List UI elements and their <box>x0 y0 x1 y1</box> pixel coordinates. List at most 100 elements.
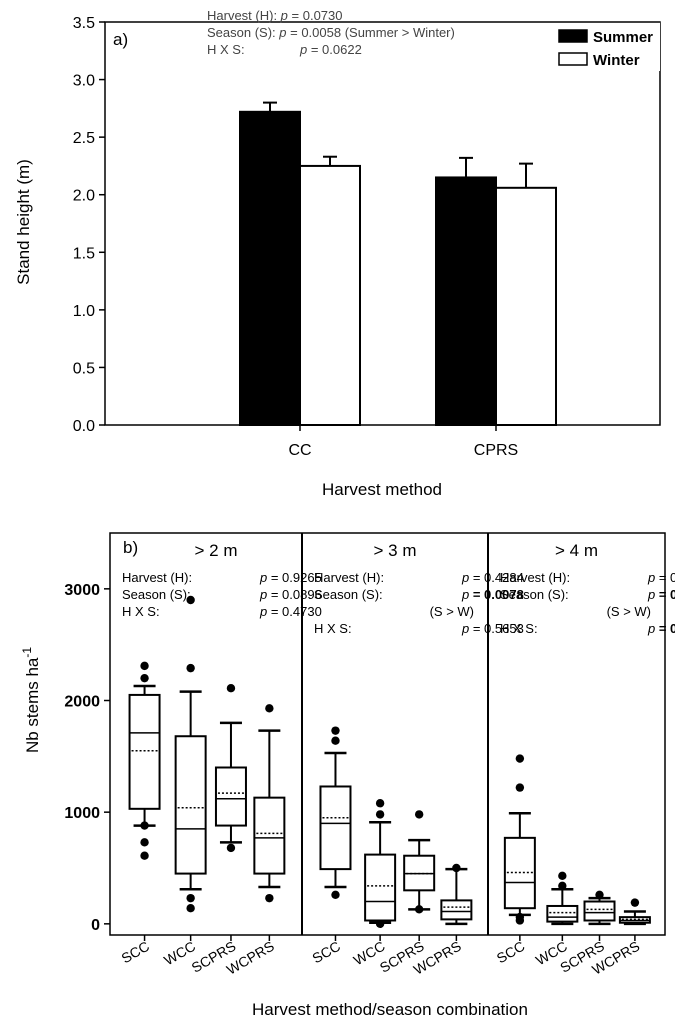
box-iqr <box>583 900 616 922</box>
bar-winter-cc <box>299 164 361 427</box>
x-tick-label: SCC <box>309 938 343 967</box>
box-iqr <box>440 899 473 921</box>
panel-label-b: b) <box>123 538 138 557</box>
outlier-point <box>140 661 149 671</box>
y-axis-label-b: Nb stems ha-1 <box>20 647 42 753</box>
box-iqr <box>364 853 397 922</box>
stats-note: (S > W) <box>607 604 651 619</box>
p-symbol: p <box>280 8 288 23</box>
outlier-point <box>515 912 525 922</box>
stats-value: p = 0.4284 <box>461 570 524 585</box>
p-symbol: p <box>299 42 307 57</box>
box-wcprs: WCPRS <box>224 704 286 978</box>
outlier-point <box>186 893 195 903</box>
plot-frame-b <box>109 532 666 936</box>
legend-label-summer: Summer <box>593 29 653 46</box>
bar-winter-cprs <box>495 186 557 426</box>
outlier-point <box>595 890 604 899</box>
y-tick-label: 0.5 <box>73 360 95 377</box>
legend-label-winter: Winter <box>593 52 640 69</box>
stats-value: p = 0.2396 <box>647 570 675 585</box>
outlier-point <box>331 890 340 899</box>
p-value: = 0.0622 <box>307 42 362 57</box>
stats-value: p = 0.0896 <box>259 587 322 602</box>
y-tick-label: 2.0 <box>73 188 95 205</box>
stats-value: p = 0.0078 <box>461 587 524 602</box>
stats-label: Season (S): <box>314 587 383 602</box>
outlier-point <box>375 810 385 819</box>
stats-value: p = 0.0394 <box>647 587 675 602</box>
legend-swatch-summer <box>558 29 588 43</box>
stats-note: (S > W) <box>430 604 474 619</box>
stats-value: p = 0.0587 <box>647 621 675 636</box>
stats-value: p = 0.9265 <box>259 570 322 585</box>
outlier-point <box>140 821 149 830</box>
p-value: = 0.0058 (Summer > Winter) <box>287 25 455 40</box>
y-axis-label-a: Stand height (m) <box>14 159 33 285</box>
y-tick-label: 1.5 <box>73 245 95 262</box>
stats-label: H X S: <box>122 604 160 619</box>
stats-label: Harvest (H): <box>122 570 192 585</box>
x-tick-label: SCC <box>118 938 152 967</box>
box-iqr <box>174 735 207 875</box>
legend-swatch-winter <box>558 52 588 66</box>
stats-label: H X S: <box>314 621 352 636</box>
box-iqr <box>214 766 247 827</box>
outlier-point <box>140 838 149 847</box>
outlier-point <box>558 881 567 891</box>
bar-summer-cprs <box>435 176 497 426</box>
outlier-point <box>414 905 424 914</box>
x-tick-label: CPRS <box>474 442 518 459</box>
outlier-point <box>140 673 149 683</box>
p-symbol: p <box>278 25 286 40</box>
outlier-point <box>452 863 461 873</box>
box-scc: SCC <box>494 754 536 967</box>
stats-line: H X S: p = 0.0622 <box>207 42 362 57</box>
subpanel-2: > 3 m Harvest (H): p = 0.4284 Season (S): p … <box>309 541 523 978</box>
outlier-point <box>331 736 340 745</box>
bar-summer-cc <box>239 110 301 426</box>
subpanel-title: > 3 m <box>374 541 417 560</box>
x-axis-label-b: Harvest method/season combination <box>252 1000 528 1019</box>
stand-height-bar-chart: 0.0 0.5 1.0 1.5 2.0 2.5 3.0 3.5 CC CPRS a) Harve… <box>14 8 661 499</box>
outlier-point <box>265 704 274 713</box>
subpanel-title: > 4 m <box>555 541 598 560</box>
box-iqr <box>128 693 161 810</box>
outlier-point <box>186 595 195 605</box>
outlier-point <box>558 871 567 881</box>
stats-line: Season (S): p = 0.0058 (Summer > Winter) <box>207 25 455 40</box>
y-tick-label: 0 <box>91 917 100 934</box>
p-value: = 0.0730 <box>288 8 343 23</box>
box-iqr <box>319 785 352 871</box>
box-wcc: WCC <box>161 595 207 968</box>
outlier-point <box>186 904 195 913</box>
box-iqr <box>253 796 286 875</box>
plot-frame-a <box>104 21 661 426</box>
stats-annotation-a: Harvest (H): p = 0.0730 Season (S): p = 0… <box>207 8 455 57</box>
outlier-point <box>140 851 149 860</box>
y-tick-label: 1000 <box>64 805 100 822</box>
outlier-point <box>515 754 525 763</box>
outlier-point <box>630 898 640 907</box>
panel-label-a: a) <box>113 30 128 49</box>
outlier-point <box>414 810 424 819</box>
outlier-point <box>375 919 385 929</box>
x-tick-label: CC <box>288 442 311 459</box>
stats-label: H X S: <box>500 621 538 636</box>
legend: Summer Winter <box>548 13 660 71</box>
y-tick-label: 3.0 <box>73 73 95 90</box>
x-tick-label: SCC <box>494 938 528 967</box>
outlier-point <box>331 726 340 735</box>
stats-label: Harvest (H): <box>500 570 570 585</box>
outlier-point <box>186 663 195 673</box>
x-axis-label-a: Harvest method <box>322 480 442 499</box>
stats-value: p = 0.4730 <box>259 604 322 619</box>
box-scc: SCC <box>118 661 161 967</box>
subpanel-3: > 4 m Harvest (H): p = 0.2396 Season (S): p … <box>494 541 675 978</box>
outlier-point <box>226 684 236 693</box>
box-wcc: WCC <box>351 799 397 968</box>
y-tick-label: 2000 <box>64 694 100 711</box>
y-tick-label: 1.0 <box>73 303 95 320</box>
